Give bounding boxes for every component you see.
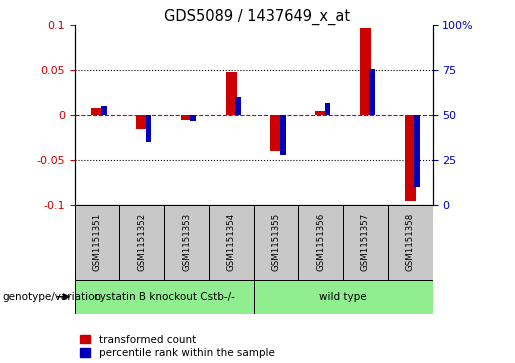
Bar <box>181 115 192 120</box>
Bar <box>360 28 371 115</box>
Bar <box>136 115 147 129</box>
FancyBboxPatch shape <box>253 205 298 280</box>
Bar <box>92 108 102 115</box>
Bar <box>405 115 416 201</box>
Bar <box>146 115 151 142</box>
FancyBboxPatch shape <box>119 205 164 280</box>
Text: wild type: wild type <box>319 292 367 302</box>
Bar <box>101 106 107 115</box>
Bar <box>235 97 241 115</box>
Text: GSM1151357: GSM1151357 <box>361 213 370 272</box>
Text: GSM1151356: GSM1151356 <box>316 213 325 272</box>
Bar <box>270 115 282 151</box>
FancyBboxPatch shape <box>75 280 253 314</box>
Bar <box>280 115 286 155</box>
Text: genotype/variation: genotype/variation <box>3 292 101 302</box>
Text: GSM1151354: GSM1151354 <box>227 213 236 272</box>
FancyBboxPatch shape <box>298 205 343 280</box>
FancyBboxPatch shape <box>209 205 253 280</box>
Bar <box>369 69 375 115</box>
Text: cystatin B knockout Cstb-/-: cystatin B knockout Cstb-/- <box>94 292 235 302</box>
FancyBboxPatch shape <box>343 205 388 280</box>
Text: GSM1151355: GSM1151355 <box>271 213 281 272</box>
Text: GSM1151352: GSM1151352 <box>138 213 146 272</box>
FancyBboxPatch shape <box>164 205 209 280</box>
FancyBboxPatch shape <box>253 280 433 314</box>
Text: GSM1151351: GSM1151351 <box>93 213 101 272</box>
Text: GDS5089 / 1437649_x_at: GDS5089 / 1437649_x_at <box>164 9 351 25</box>
Bar <box>315 111 327 115</box>
FancyBboxPatch shape <box>388 205 433 280</box>
FancyBboxPatch shape <box>75 205 119 280</box>
Legend: transformed count, percentile rank within the sample: transformed count, percentile rank withi… <box>80 335 274 358</box>
Text: GSM1151358: GSM1151358 <box>406 213 415 272</box>
Bar <box>324 103 330 115</box>
Text: GSM1151353: GSM1151353 <box>182 213 191 272</box>
Bar <box>191 115 196 121</box>
Bar <box>226 72 237 115</box>
Bar <box>414 115 420 187</box>
